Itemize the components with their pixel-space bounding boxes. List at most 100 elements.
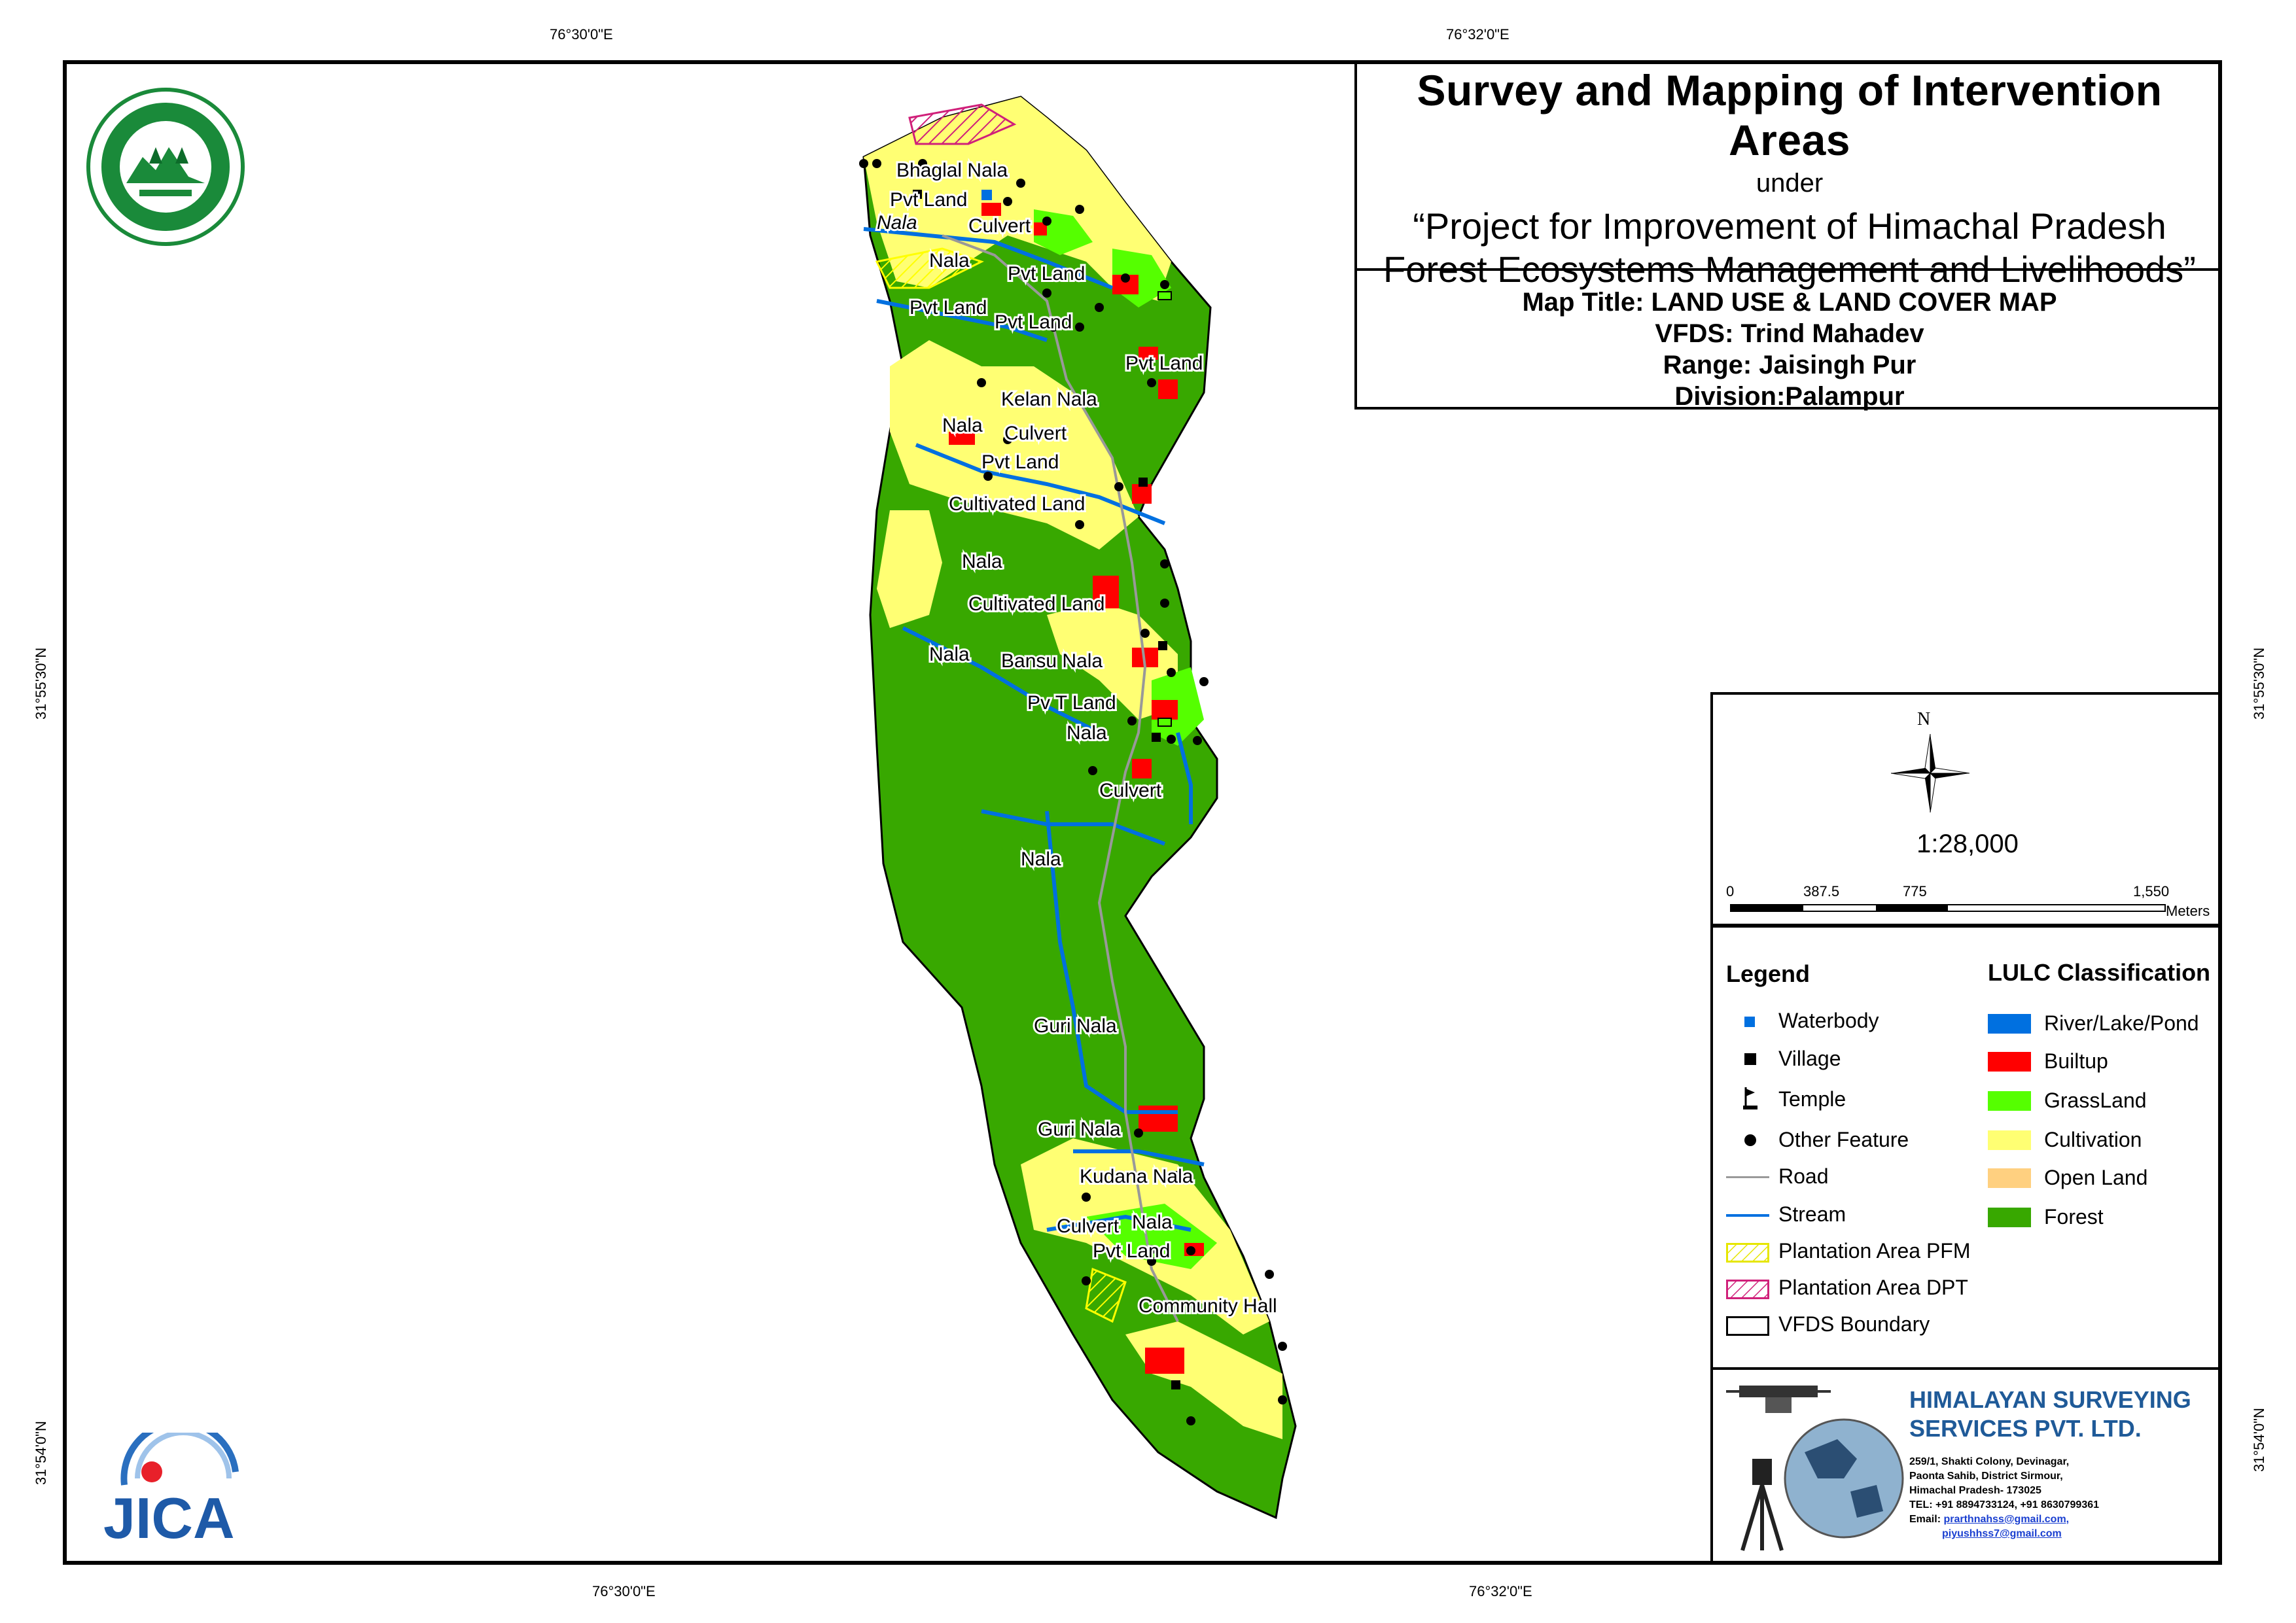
coord-bottom-right: 76°32'0"E xyxy=(1469,1583,1532,1599)
legend-label: Plantation Area DPT xyxy=(1778,1276,1968,1299)
company-name-line-1: HIMALAYAN SURVEYING xyxy=(1909,1386,2191,1413)
map-label: Pvt Land xyxy=(890,189,967,211)
lulc-swatch xyxy=(1988,1052,2031,1072)
map-title: Map Title: LAND USE & LAND COVER MAP xyxy=(1522,288,2057,317)
scale-tick-1: 387.5 xyxy=(1803,883,1840,899)
lulc-swatch xyxy=(1988,1014,2031,1034)
email-link-2[interactable]: piyushhss7@gmail.com xyxy=(1942,1528,2062,1539)
map-label: Kelan Nala xyxy=(1001,389,1097,410)
map-main-title: Survey and Mapping of Intervention Areas xyxy=(1417,66,2163,164)
map-label: Nala xyxy=(1132,1212,1173,1233)
surveying-globe-icon xyxy=(1726,1386,1904,1551)
legend-label: Village xyxy=(1778,1047,1841,1070)
lulc-label: River/Lake/Pond xyxy=(2044,1011,2199,1035)
scale-panel: N 1:28,000 0 387.5 775 1,550 Meters xyxy=(1710,692,2222,926)
map-label: Cultivated Land xyxy=(949,493,1085,515)
legend-label: Waterbody xyxy=(1778,1009,1879,1032)
lulc-label: Cultivation xyxy=(2044,1128,2142,1151)
north-arrow-icon xyxy=(1890,733,1970,816)
map-label: Culvert xyxy=(1099,780,1162,801)
map-label: Guri Nala xyxy=(1034,1015,1117,1037)
coord-left-upper: 31°55'30"N xyxy=(33,647,49,720)
scale-unit: Meters xyxy=(2166,903,2210,919)
lulc-label: GrassLand xyxy=(2044,1089,2147,1112)
lulc-label: Open Land xyxy=(2044,1166,2148,1189)
map-label: Nala xyxy=(1067,722,1107,744)
lulc-swatch xyxy=(1988,1130,2031,1150)
coord-left-lower: 31°54'0"N xyxy=(33,1421,49,1485)
legend-label: Road xyxy=(1778,1164,1829,1188)
dpt-hatch-icon xyxy=(1726,1280,1769,1299)
map-label: Pv T Land xyxy=(1027,692,1116,714)
lulc-label: Forest xyxy=(2044,1205,2104,1229)
map-label: Pvt Land xyxy=(910,297,987,319)
pfm-hatch-icon xyxy=(1726,1243,1769,1263)
map-label: Nala xyxy=(929,644,970,665)
division-name: Division:Palampur xyxy=(1674,382,1905,411)
company-name-line-2: SERVICES PVT. LTD. xyxy=(1909,1415,2142,1442)
address-line-2: Paonta Sahib, District Sirmour, xyxy=(1909,1471,2063,1482)
map-label: Bansu Nala xyxy=(1001,650,1103,672)
forest-department-logo xyxy=(77,85,254,249)
lulc-map[interactable]: Bhaglal Nala Pvt Land Nala Culvert Nala … xyxy=(851,92,1348,1544)
map-label: Nala xyxy=(877,212,917,234)
email-link-1[interactable]: prarthnahss@gmail.com, xyxy=(1943,1514,2070,1525)
address-line-1: 259/1, Shakti Colony, Devinagar, xyxy=(1909,1456,2070,1467)
coord-right-lower: 31°54'0"N xyxy=(2251,1408,2267,1472)
scale-tick-0: 0 xyxy=(1726,883,1735,899)
scale-ratio: 1:28,000 xyxy=(1916,829,2019,858)
map-label: Guri Nala xyxy=(1038,1119,1121,1140)
project-title-line-2: Forest Ecosystems Management and Livelih… xyxy=(1383,249,2196,290)
coord-top-left: 76°30'0"E xyxy=(550,26,613,43)
stream-line-icon xyxy=(1726,1214,1769,1217)
legend-heading: Legend xyxy=(1726,960,1810,987)
company-telephone: TEL: +91 8894733124, +91 8630799361 xyxy=(1909,1499,2100,1510)
dot-icon xyxy=(1744,1134,1756,1146)
project-title-line-1: “Project for Improvement of Himachal Pra… xyxy=(1413,205,2166,247)
company-address: 259/1, Shakti Colony, Devinagar, Paonta … xyxy=(1909,1455,2099,1541)
map-label: Nala xyxy=(929,250,970,271)
lulc-swatch xyxy=(1988,1091,2031,1111)
range-name: Range: Jaisingh Pur xyxy=(1663,351,1916,379)
lulc-swatch xyxy=(1988,1208,2031,1227)
map-label: Culvert xyxy=(1004,423,1067,444)
map-label: Culvert xyxy=(968,215,1031,237)
legend-label: Stream xyxy=(1778,1202,1846,1226)
map-frame xyxy=(63,60,2222,1565)
legend-label: Plantation Area PFM xyxy=(1778,1239,1971,1263)
coord-bottom-left: 76°30'0"E xyxy=(592,1583,656,1599)
title-panel: Survey and Mapping of Intervention Areas… xyxy=(1354,60,2222,290)
map-label: Pvt Land xyxy=(981,451,1059,473)
map-label: Community Hall xyxy=(1139,1295,1277,1317)
scale-tick-3: 1,550 xyxy=(2133,883,2170,899)
company-panel: HIMALAYAN SURVEYING SERVICES PVT. LTD. 2… xyxy=(1710,1370,2222,1565)
waterbody-icon xyxy=(1744,1017,1755,1027)
road-line-icon xyxy=(1726,1176,1769,1178)
vfds-name: VFDS: Trind Mahadev xyxy=(1655,319,1924,348)
legend-label: Other Feature xyxy=(1778,1128,1909,1151)
title-under: under xyxy=(1756,169,1824,198)
jica-text: JICA xyxy=(103,1486,235,1550)
company-name: HIMALAYAN SURVEYING SERVICES PVT. LTD. xyxy=(1909,1386,2191,1443)
temple-flag-icon xyxy=(1743,1087,1757,1109)
email-label: Email: xyxy=(1909,1514,1944,1525)
map-label: Pvt Land xyxy=(1125,353,1203,374)
scale-tick-2: 775 xyxy=(1903,883,1927,899)
address-line-3: Himachal Pradesh- 173025 xyxy=(1909,1485,2041,1496)
legend-panel: Legend LULC Classification Waterbody Vil… xyxy=(1710,925,2222,1370)
map-label: Nala xyxy=(962,551,1002,572)
map-info-panel: Map Title: LAND USE & LAND COVER MAP VFD… xyxy=(1354,271,2222,411)
map-label: Pvt Land xyxy=(995,311,1072,333)
legend-label: Temple xyxy=(1778,1087,1846,1111)
lulc-label: Builtup xyxy=(2044,1049,2108,1073)
scale-bar xyxy=(1730,904,2166,912)
village-icon xyxy=(1744,1053,1756,1065)
map-label: Pvt Land xyxy=(1093,1240,1170,1262)
coord-top-right: 76°32'0"E xyxy=(1446,26,1510,43)
map-label: Pvt Land xyxy=(1008,263,1085,285)
north-label: N xyxy=(1917,709,1931,729)
map-label: Nala xyxy=(1021,848,1061,870)
legend-label: VFDS Boundary xyxy=(1778,1312,1930,1336)
coord-right-upper: 31°55'30"N xyxy=(2251,647,2267,720)
map-label: Nala xyxy=(942,415,983,436)
